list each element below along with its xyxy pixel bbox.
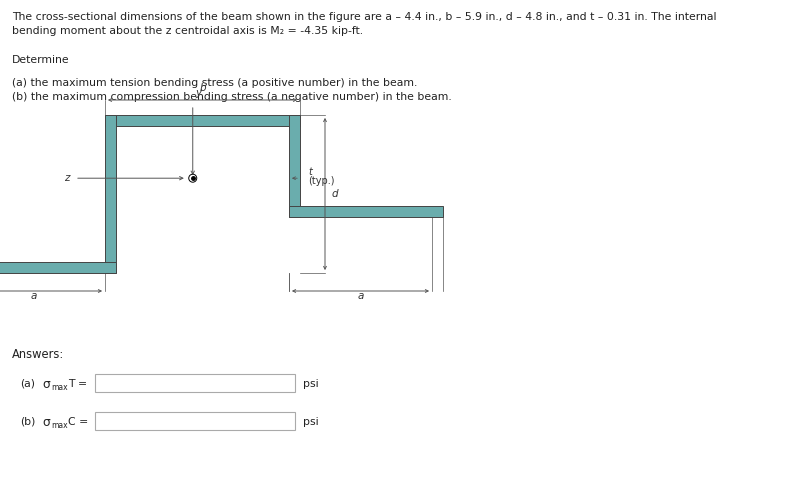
Text: The cross-sectional dimensions of the beam shown in the figure are a – 4.4 in., : The cross-sectional dimensions of the be… bbox=[12, 12, 717, 22]
Polygon shape bbox=[105, 115, 300, 126]
Text: a: a bbox=[30, 291, 37, 301]
Polygon shape bbox=[289, 115, 300, 217]
Text: σ: σ bbox=[42, 415, 50, 428]
Text: b: b bbox=[199, 83, 206, 93]
Text: a: a bbox=[358, 291, 364, 301]
Text: T =: T = bbox=[68, 379, 87, 389]
Polygon shape bbox=[0, 262, 116, 273]
Text: d: d bbox=[332, 189, 338, 199]
Text: C =: C = bbox=[68, 417, 88, 427]
Text: bending moment about the z centroidal axis is M₂ = -4.35 kip-ft.: bending moment about the z centroidal ax… bbox=[12, 26, 363, 36]
Text: (a) the maximum tension bending stress (a positive number) in the beam.: (a) the maximum tension bending stress (… bbox=[12, 78, 418, 88]
Text: (a): (a) bbox=[20, 379, 35, 389]
Text: y: y bbox=[196, 88, 202, 98]
Text: t: t bbox=[308, 167, 312, 177]
Text: (b) the maximum compression bending stress (a negative number) in the beam.: (b) the maximum compression bending stre… bbox=[12, 92, 452, 102]
Text: psi: psi bbox=[303, 379, 318, 389]
Text: (b): (b) bbox=[20, 417, 35, 427]
Text: max: max bbox=[51, 422, 68, 430]
Text: Answers:: Answers: bbox=[12, 348, 64, 361]
Text: (typ.): (typ.) bbox=[308, 176, 334, 186]
Polygon shape bbox=[95, 412, 295, 430]
Text: psi: psi bbox=[303, 417, 318, 427]
Polygon shape bbox=[95, 374, 295, 392]
Polygon shape bbox=[105, 115, 116, 273]
Text: σ: σ bbox=[42, 378, 50, 391]
Text: max: max bbox=[51, 383, 68, 393]
Polygon shape bbox=[289, 206, 443, 217]
Text: Determine: Determine bbox=[12, 55, 70, 65]
Text: z: z bbox=[65, 173, 70, 183]
